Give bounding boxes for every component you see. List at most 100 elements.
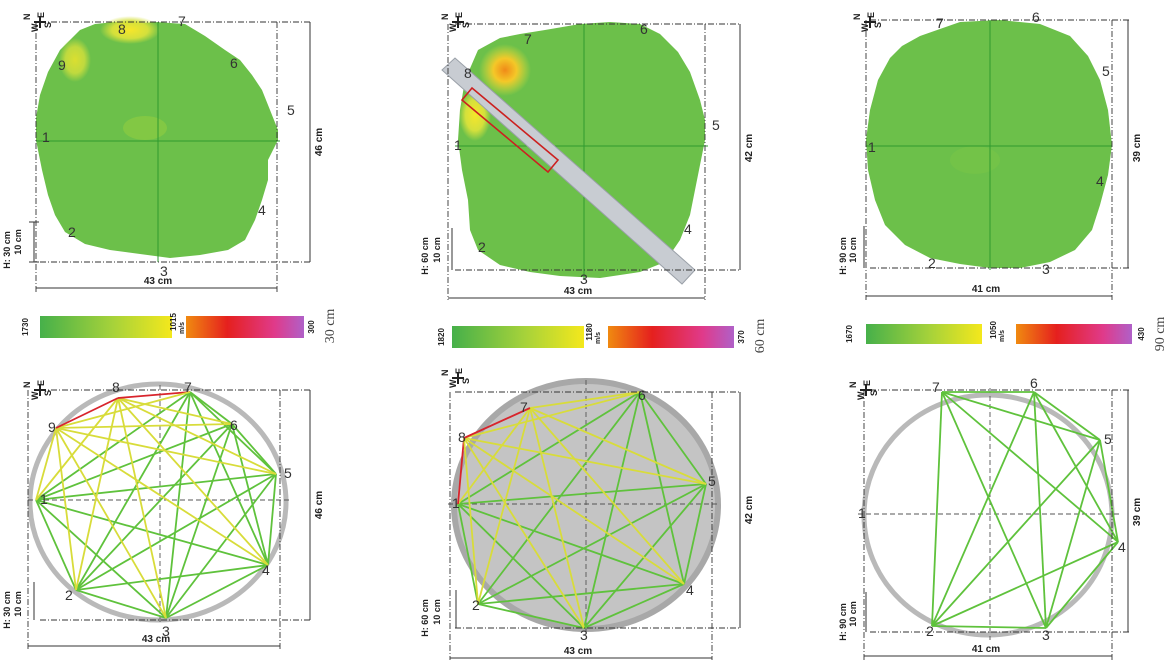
- svg-text:1: 1: [42, 129, 50, 145]
- wave-path: [1099, 439, 1119, 543]
- svg-text:2: 2: [478, 239, 486, 255]
- wave-path: [477, 407, 531, 605]
- wave-path: [529, 407, 707, 485]
- panel-3-bottom-width: 41 cm: [972, 644, 1000, 655]
- panel-1-height-label: H: 30 cm: [2, 231, 12, 269]
- panel-1-bottom-height: H: 30 cm: [2, 591, 12, 629]
- wave-path: [35, 427, 57, 501]
- panel-3-network: [858, 388, 1120, 640]
- compass-north: N: [852, 14, 862, 21]
- compass-west: W: [448, 379, 458, 388]
- panel-1-network: [27, 381, 290, 625]
- panel-2-bottom-width: 43 cm: [564, 646, 592, 657]
- svg-text:3: 3: [1042, 261, 1050, 277]
- wave-path: [941, 391, 1047, 629]
- svg-text:5: 5: [1104, 431, 1112, 447]
- wave-path: [117, 397, 277, 475]
- wave-path: [931, 625, 1047, 629]
- svg-text:1: 1: [40, 491, 48, 507]
- panel-1-scale-max: 1730: [21, 318, 30, 336]
- panel-2-scale-label: 10 cm: [432, 237, 442, 263]
- compass-east: E: [866, 12, 876, 18]
- svg-text:3: 3: [1042, 627, 1050, 643]
- panel-2-scale-max: 1820: [437, 328, 446, 346]
- svg-text:6: 6: [638, 387, 646, 403]
- svg-text:3: 3: [580, 627, 588, 643]
- compass-west: W: [448, 23, 458, 32]
- panel-2-scale-mid: 1180: [585, 323, 594, 341]
- svg-text:6: 6: [1032, 9, 1040, 25]
- panel-2-bottom-height: H: 60 cm: [420, 599, 430, 637]
- wave-path: [639, 391, 707, 485]
- wave-path: [931, 541, 1119, 627]
- wave-path: [55, 427, 167, 619]
- wave-path: [477, 603, 585, 629]
- wave-path: [35, 473, 277, 501]
- wave-path: [463, 437, 707, 485]
- wave-path: [639, 391, 685, 585]
- wave-path: [165, 473, 277, 619]
- wave-path: [529, 391, 641, 409]
- svg-text:3: 3: [580, 271, 588, 287]
- panel-1-tomogram: [36, 16, 280, 262]
- wave-path: [55, 397, 119, 429]
- wave-path: [463, 437, 479, 605]
- svg-text:5: 5: [287, 102, 295, 118]
- panel-2-wave-paths: [457, 391, 707, 629]
- panel-2-bottom-scale: 10 cm: [432, 599, 442, 625]
- compass-east: E: [454, 12, 464, 18]
- wave-path: [1033, 391, 1047, 629]
- wave-path: [457, 483, 707, 505]
- svg-text:5: 5: [284, 465, 292, 481]
- panel-2-height-label: H: 60 cm: [420, 237, 430, 275]
- wave-path: [1045, 439, 1101, 629]
- compass-south: S: [873, 22, 883, 28]
- panel-2-scale-min: 370: [737, 330, 746, 344]
- compass-north: N: [848, 382, 858, 389]
- wave-path: [231, 423, 277, 475]
- wave-path: [463, 437, 585, 629]
- compass-north: N: [22, 14, 32, 21]
- svg-text:9: 9: [48, 419, 56, 435]
- wave-path: [267, 473, 277, 566]
- panel-2-color-scale: [452, 326, 734, 348]
- compass-north: N: [440, 370, 450, 377]
- svg-text:1: 1: [454, 137, 462, 153]
- panel-3-scale-mid: 1050: [989, 321, 998, 339]
- compass-south: S: [43, 390, 53, 396]
- wave-path: [165, 564, 269, 619]
- panel-1-tomogram-area: [36, 22, 278, 258]
- panel-3-bottom-height: H: 90 cm: [838, 603, 848, 641]
- wave-path: [75, 564, 269, 591]
- wave-path: [931, 439, 1101, 627]
- wave-path: [55, 427, 277, 475]
- panel-1-scale-mid: 1015: [169, 313, 178, 331]
- svg-text:1: 1: [868, 139, 876, 155]
- svg-text:4: 4: [1118, 539, 1126, 555]
- wave-path: [117, 397, 167, 619]
- panel-3-tomogram-area: [866, 20, 1112, 268]
- wave-path: [941, 391, 1101, 441]
- wave-path: [931, 391, 943, 627]
- panel-3-scale-max: 1670: [845, 325, 854, 343]
- panel-2-section-label: 60 cm: [753, 319, 768, 354]
- svg-text:8: 8: [112, 379, 120, 395]
- svg-text:7: 7: [184, 379, 192, 395]
- wave-path: [583, 583, 685, 629]
- panel-1-wave-paths: [35, 391, 277, 619]
- panel-3-dimensions: [863, 19, 1130, 300]
- wave-path: [683, 483, 707, 585]
- panel-3-bottom-scale: 10 cm: [848, 601, 858, 627]
- svg-text:8: 8: [464, 65, 472, 81]
- panel-3-scale-unit: m/s: [999, 330, 1006, 342]
- panel-1-dimensions: [29, 21, 311, 292]
- panel-1-bottom-scale: 10 cm: [13, 591, 23, 617]
- wave-path: [35, 499, 77, 591]
